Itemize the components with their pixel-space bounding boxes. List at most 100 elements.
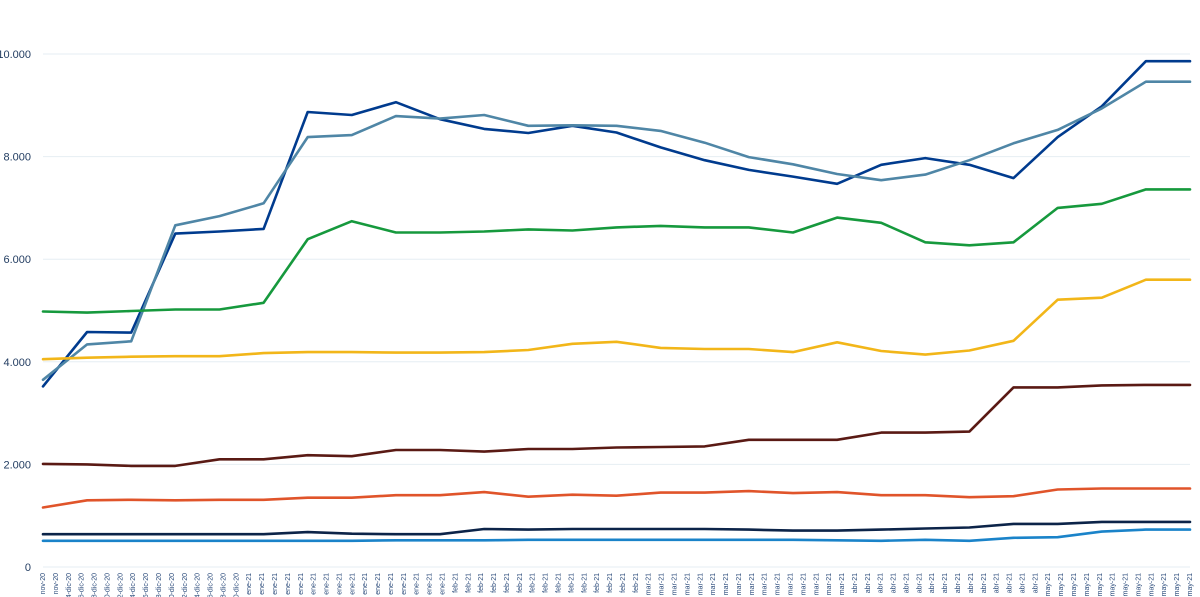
x-tick-label: nov-20 bbox=[40, 573, 47, 595]
series-lines bbox=[41, 59, 1192, 543]
x-tick-label: mar-21 bbox=[839, 573, 846, 595]
x-tick-label: ene-21 bbox=[362, 573, 369, 595]
x-tick-label: abr-21 bbox=[968, 573, 975, 593]
x-tick-label: mar-21 bbox=[646, 573, 653, 595]
x-tick-label: abr-21 bbox=[929, 573, 936, 593]
series-line-3 bbox=[41, 188, 1192, 314]
x-tick-label: feb-21 bbox=[594, 573, 601, 593]
x-tick-label: feb-21 bbox=[633, 573, 640, 593]
x-tick-label: ene-21 bbox=[336, 573, 343, 595]
x-tick-label: feb-21 bbox=[491, 573, 498, 593]
x-tick-label: feb-21 bbox=[478, 573, 485, 593]
x-tick-label: abr-21 bbox=[1007, 573, 1014, 593]
x-tick-label: may-21 bbox=[1071, 573, 1078, 596]
x-tick-label: mar-21 bbox=[762, 573, 769, 595]
x-tick-label: 8-dic-20 bbox=[92, 573, 99, 597]
x-tick-label: 4-dic-20 bbox=[195, 573, 202, 597]
x-tick-label: 6-dic-20 bbox=[208, 573, 215, 597]
y-tick-label: 4.000 bbox=[3, 357, 31, 369]
series-line-5 bbox=[41, 383, 1192, 468]
x-tick-label: may-21 bbox=[1174, 573, 1181, 596]
x-tick-label: may-21 bbox=[1097, 573, 1104, 596]
x-tick-label: ene-21 bbox=[259, 573, 266, 595]
x-tick-label: mar-21 bbox=[775, 573, 782, 595]
x-tick-label: feb-21 bbox=[607, 573, 614, 593]
x-tick-label: feb-21 bbox=[620, 573, 627, 593]
y-axis-tick-labels: 0 2.000 4.000 6.000 8.000 10.000 bbox=[0, 49, 31, 574]
x-tick-label: mar-21 bbox=[787, 573, 794, 595]
x-tick-label: abr-21 bbox=[903, 573, 910, 593]
x-tick-label: 0-dic-20 bbox=[169, 573, 176, 597]
x-tick-label: 6-dic-20 bbox=[79, 573, 86, 597]
x-tick-label: 2-dic-20 bbox=[117, 573, 124, 597]
x-tick-label: feb-21 bbox=[568, 573, 575, 593]
x-tick-label: may-21 bbox=[1123, 573, 1130, 596]
y-tick-label: 2.000 bbox=[3, 459, 31, 471]
x-tick-label: may-21 bbox=[1058, 573, 1065, 596]
x-tick-label: mar-21 bbox=[826, 573, 833, 595]
x-tick-label: mar-21 bbox=[659, 573, 666, 595]
series-line-4 bbox=[41, 278, 1192, 361]
x-tick-label: 4-dic-20 bbox=[66, 573, 73, 597]
x-tick-label: abr-21 bbox=[981, 573, 988, 593]
x-tick-label: feb-21 bbox=[581, 573, 588, 593]
x-tick-label: mar-21 bbox=[800, 573, 807, 595]
x-tick-label: abr-21 bbox=[994, 573, 1001, 593]
x-tick-label: may-21 bbox=[1110, 573, 1117, 596]
x-tick-label: ene-21 bbox=[427, 573, 434, 595]
x-tick-label: nov-20 bbox=[53, 573, 60, 595]
x-tick-label: abr-21 bbox=[878, 573, 885, 593]
x-tick-label: ene-21 bbox=[440, 573, 447, 595]
series-line-8 bbox=[41, 528, 1192, 543]
x-tick-label: may-21 bbox=[1161, 573, 1168, 596]
x-tick-label: mar-21 bbox=[813, 573, 820, 595]
x-tick-label: may-21 bbox=[1148, 573, 1155, 596]
x-tick-label: ene-21 bbox=[401, 573, 408, 595]
x-tick-label: ene-21 bbox=[388, 573, 395, 595]
x-tick-label: 0-dic-20 bbox=[104, 573, 111, 597]
x-tick-label: mar-21 bbox=[684, 573, 691, 595]
y-tick-label: 6.000 bbox=[3, 254, 31, 266]
x-tick-label: ene-21 bbox=[324, 573, 331, 595]
x-tick-label: 0-dic-20 bbox=[233, 573, 240, 597]
x-tick-label: feb-21 bbox=[504, 573, 511, 593]
x-tick-label: 8-dic-20 bbox=[156, 573, 163, 597]
series-line-1 bbox=[41, 59, 1192, 388]
x-tick-label: ene-21 bbox=[298, 573, 305, 595]
x-tick-label: 8-dic-20 bbox=[220, 573, 227, 597]
x-tick-label: feb-21 bbox=[543, 573, 550, 593]
x-tick-label: ene-21 bbox=[414, 573, 421, 595]
x-tick-label: abr-21 bbox=[1032, 573, 1039, 593]
y-tick-label: 0 bbox=[25, 562, 31, 574]
x-tick-label: 2-dic-20 bbox=[182, 573, 189, 597]
series-line-2 bbox=[41, 80, 1192, 382]
series-line-6 bbox=[41, 487, 1192, 509]
x-tick-label: may-21 bbox=[1135, 573, 1142, 596]
x-axis-tick-labels: nov-20 nov-20 4-dic-20 6-dic-20 8-dic-20 0-di… bbox=[40, 573, 1194, 597]
y-tick-label: 8.000 bbox=[3, 152, 31, 164]
x-tick-label: ene-21 bbox=[349, 573, 356, 595]
x-tick-label: ene-21 bbox=[272, 573, 279, 595]
x-tick-label: mar-21 bbox=[736, 573, 743, 595]
x-tick-label: may-21 bbox=[1187, 573, 1194, 596]
x-tick-label: may-21 bbox=[1084, 573, 1091, 596]
x-tick-label: may-21 bbox=[1045, 573, 1052, 596]
x-tick-label: mar-21 bbox=[710, 573, 717, 595]
x-tick-label: abr-21 bbox=[942, 573, 949, 593]
x-tick-label: feb-21 bbox=[452, 573, 459, 593]
x-tick-label: ene-21 bbox=[375, 573, 382, 595]
x-tick-label: ene-21 bbox=[311, 573, 318, 595]
x-tick-label: 6-dic-20 bbox=[143, 573, 150, 597]
series-line-7 bbox=[41, 520, 1192, 536]
x-tick-label: feb-21 bbox=[556, 573, 563, 593]
x-tick-label: ene-21 bbox=[246, 573, 253, 595]
x-tick-label: abr-21 bbox=[852, 573, 859, 593]
x-tick-label: abr-21 bbox=[865, 573, 872, 593]
grid-lines bbox=[43, 53, 1190, 568]
x-tick-label: feb-21 bbox=[517, 573, 524, 593]
x-tick-label: mar-21 bbox=[749, 573, 756, 595]
x-tick-label: abr-21 bbox=[955, 573, 962, 593]
x-tick-label: ene-21 bbox=[285, 573, 292, 595]
x-tick-label: mar-21 bbox=[723, 573, 730, 595]
